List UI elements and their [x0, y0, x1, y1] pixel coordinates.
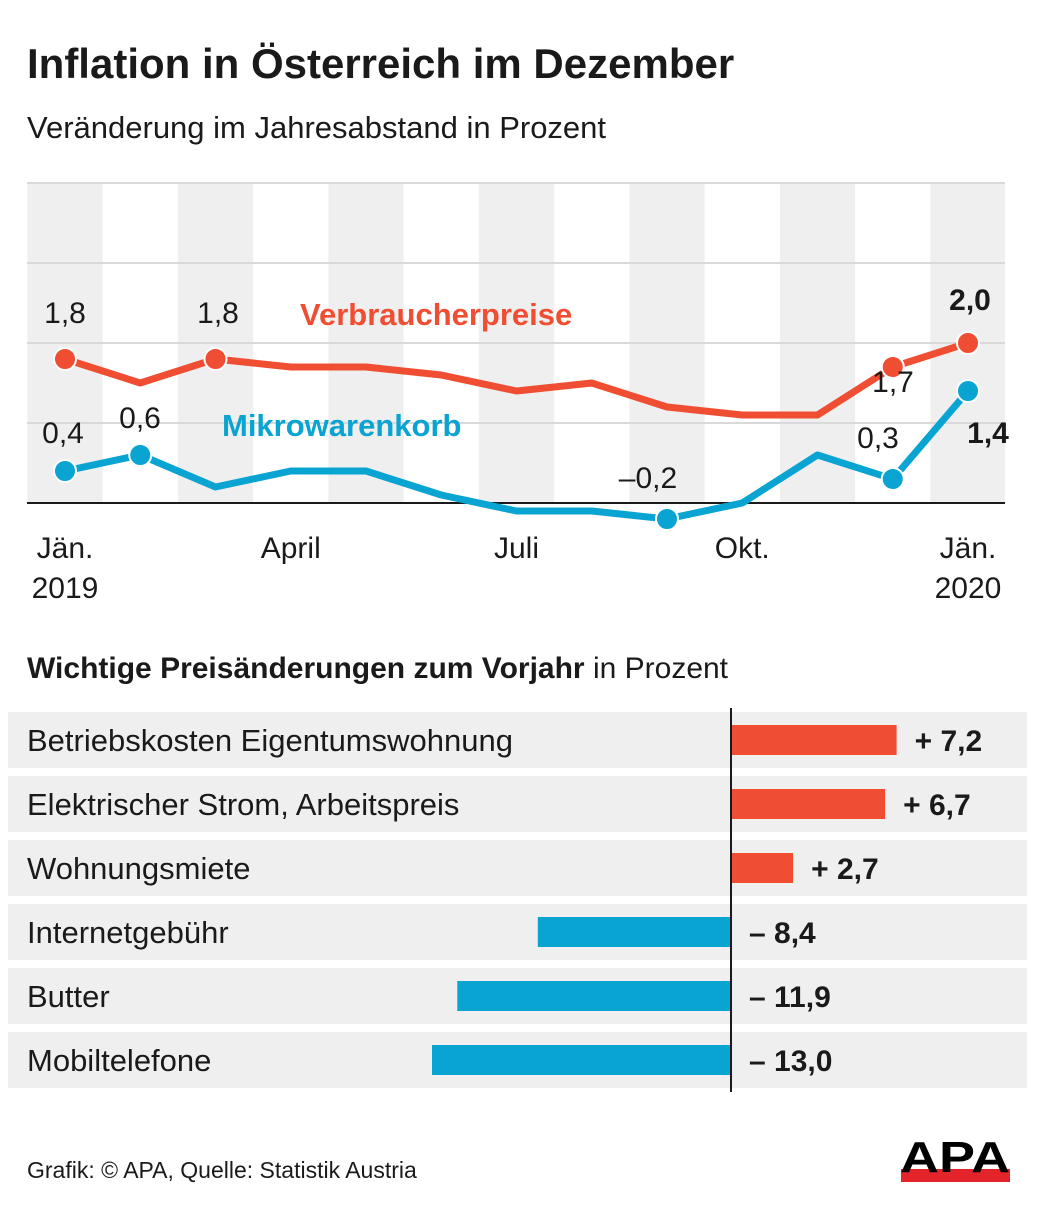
- bar-chart-title: Wichtige Preisänderungen zum Vorjahr in …: [27, 652, 729, 685]
- bar: [537, 917, 731, 947]
- data-point: [128, 443, 153, 467]
- bar-category-label: Elektrischer Strom, Arbeitspreis: [27, 787, 459, 822]
- bar: [432, 1045, 731, 1075]
- x-tick-label: Jän.: [37, 532, 94, 565]
- page-subtitle: Veränderung im Jahresabstand in Prozent: [27, 110, 606, 145]
- data-label: 0,4: [42, 417, 84, 450]
- bar-value-label: – 11,9: [749, 981, 831, 1014]
- bar-chart: Betriebskosten Eigentumswohnung + 7,2 Elek…: [8, 708, 1027, 1092]
- x-tick-label: 2019: [32, 572, 99, 605]
- data-label: 0,6: [119, 402, 161, 435]
- apa-logo-bar: [901, 1169, 1010, 1182]
- bar-category-label: Mobiltelefone: [27, 1043, 211, 1078]
- data-label: 0,3: [857, 422, 899, 455]
- bar-value-label: – 13,0: [749, 1045, 832, 1078]
- x-tick-label: April: [261, 532, 321, 565]
- series-line-mikrowarenkorb: [64, 388, 971, 523]
- bar-category-label: Internetgebühr: [27, 915, 229, 950]
- data-label: 1,8: [44, 297, 86, 330]
- x-tick-label: Okt.: [715, 532, 770, 565]
- apa-logo: APA: [900, 1133, 1010, 1182]
- bar-value-label: + 6,7: [903, 789, 971, 822]
- bar: [731, 789, 886, 819]
- data-point: [956, 331, 980, 355]
- apa-logo-text: APA: [900, 1133, 1010, 1182]
- data-point: [956, 379, 980, 403]
- bar-row: [8, 840, 1027, 896]
- series-label-mikrowarenkorb: Mikrowarenkorb: [222, 408, 461, 443]
- bar: [731, 725, 897, 755]
- page-title: Inflation in Österreich im Dezember: [27, 40, 734, 87]
- bar-value-label: – 8,4: [749, 917, 816, 950]
- x-tick-label: 2020: [935, 572, 1002, 605]
- bar-category-label: Betriebskosten Eigentumswohnung: [27, 723, 513, 758]
- footer-credit: Grafik: © APA, Quelle: Statistik Austria: [27, 1157, 417, 1183]
- x-tick-label: Juli: [494, 532, 539, 565]
- bar: [731, 853, 794, 883]
- data-point: [53, 347, 77, 371]
- x-tick-label: Jän.: [940, 532, 997, 565]
- bar-value-label: + 7,2: [915, 725, 983, 758]
- data-label: 1,4: [967, 417, 1009, 450]
- data-label: –0,2: [619, 462, 677, 495]
- bar-value-label: + 2,7: [811, 853, 879, 886]
- data-label: 1,7: [872, 366, 914, 399]
- data-label: 1,8: [197, 297, 239, 330]
- bar-category-label: Wohnungsmiete: [27, 851, 250, 886]
- data-point: [203, 347, 228, 371]
- data-point: [880, 467, 905, 491]
- bar-chart-title-bold: Wichtige Preisänderungen zum Vorjahr: [27, 652, 585, 685]
- data-label: 2,0: [949, 284, 991, 317]
- bar-row: [8, 904, 1027, 960]
- data-point: [880, 355, 905, 379]
- data-point: [655, 507, 679, 531]
- bar-chart-title-rest: in Prozent: [585, 652, 729, 685]
- series-label-verbraucherpreise: Verbraucherpreise: [300, 297, 572, 332]
- data-point: [53, 459, 77, 483]
- line-chart: Jän. 2019 April Juli Okt. Jän. 2020 1,8 1,8 1,7 2,…: [27, 182, 1009, 605]
- bar: [457, 981, 731, 1011]
- bar-category-label: Butter: [27, 979, 110, 1014]
